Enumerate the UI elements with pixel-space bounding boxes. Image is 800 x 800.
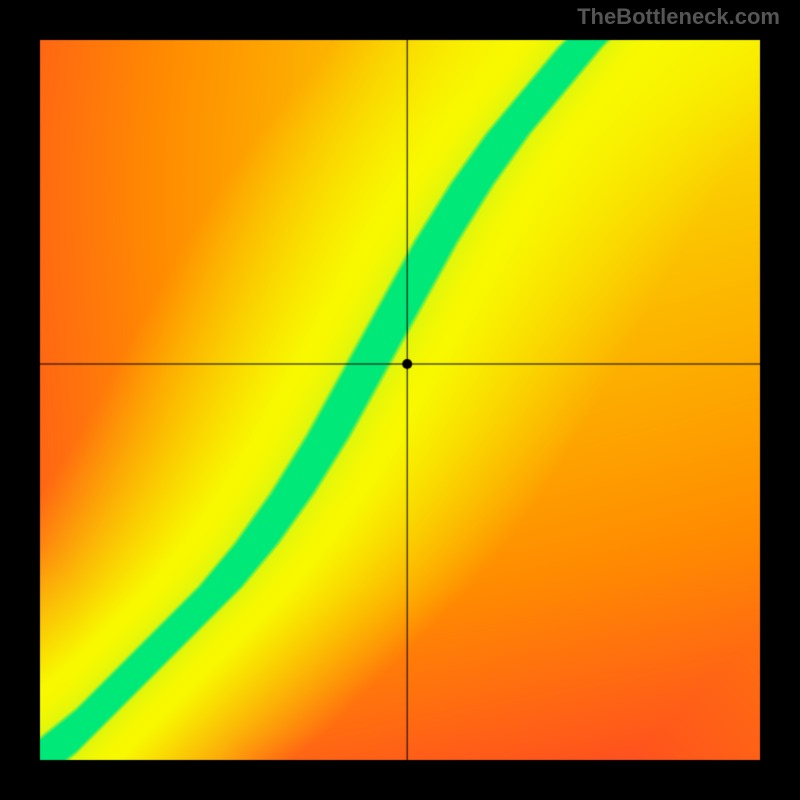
watermark-text: TheBottleneck.com [577, 4, 780, 30]
bottleneck-heatmap [0, 0, 800, 800]
